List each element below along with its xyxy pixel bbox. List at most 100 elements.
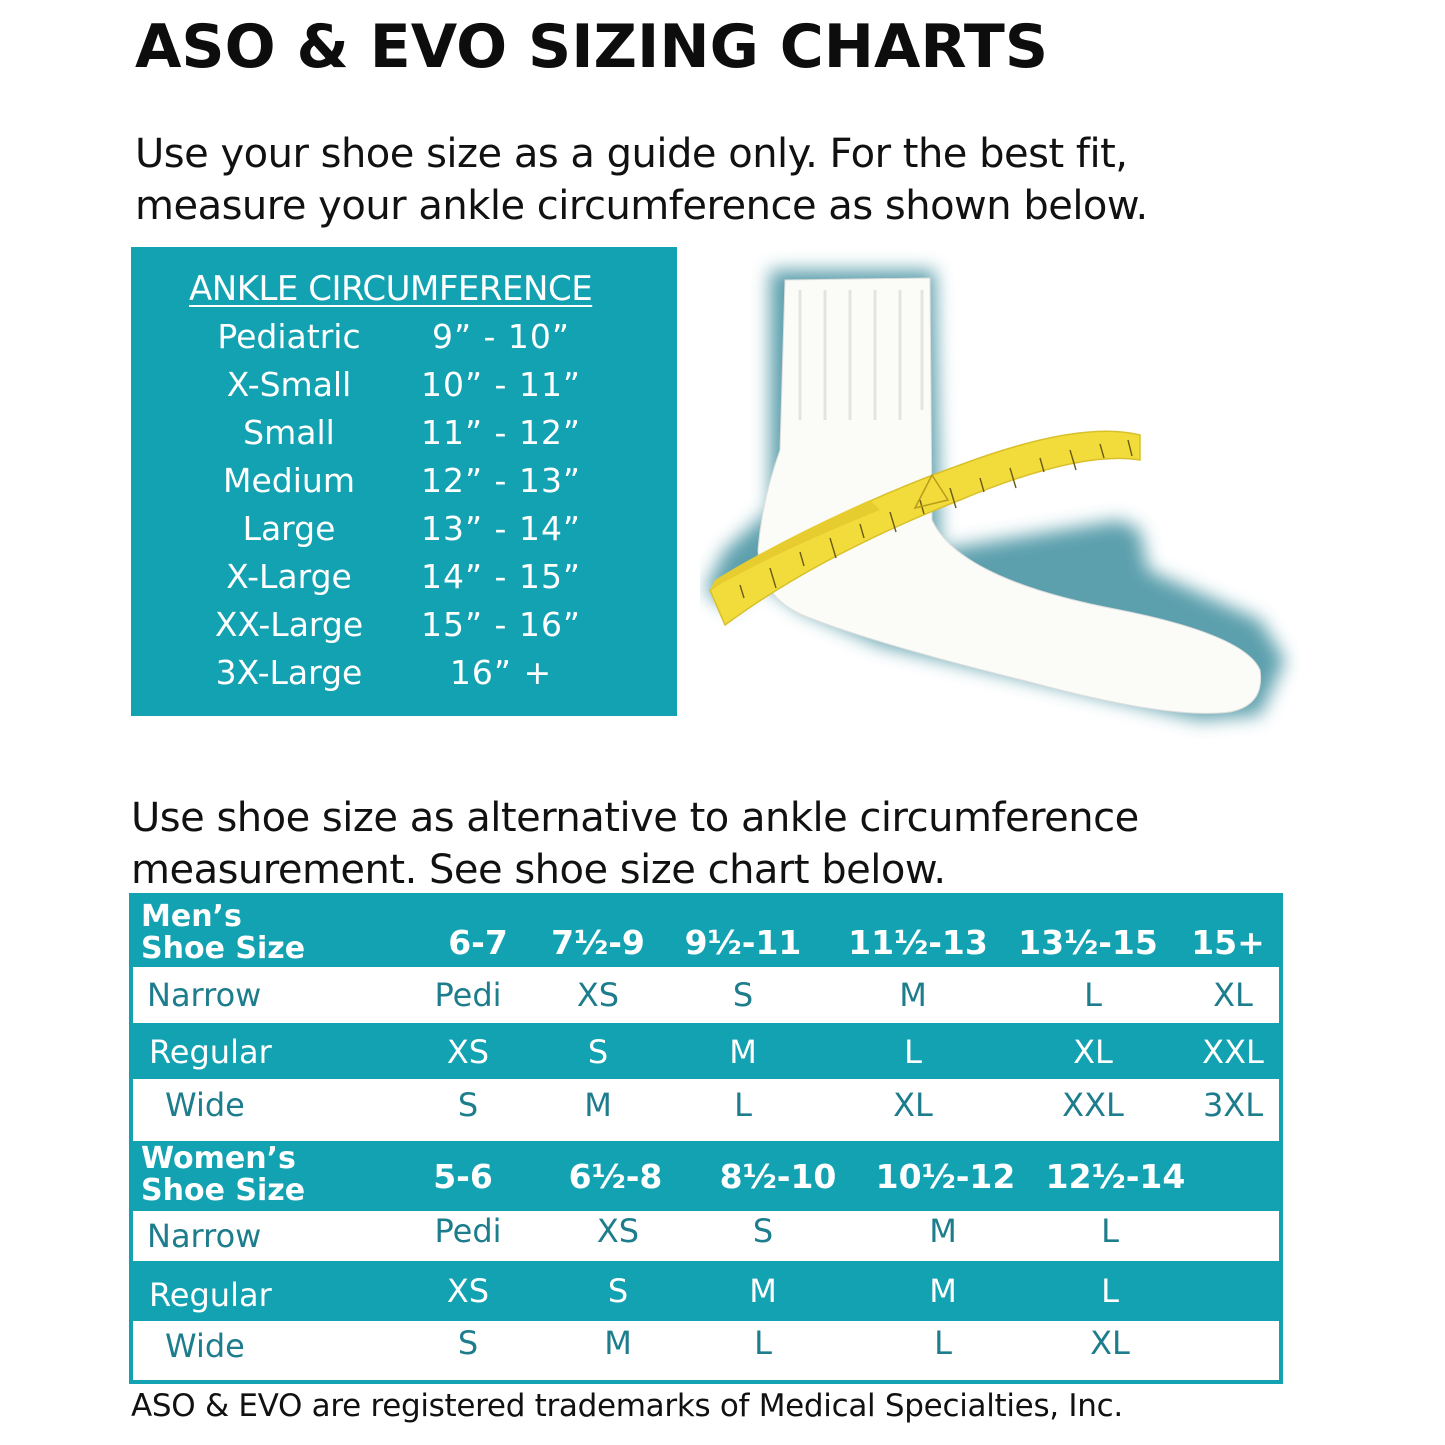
ankle-row: 3X-Large 16” + xyxy=(131,653,677,701)
womens-column-header: 8½-10 xyxy=(719,1156,837,1196)
size-cell: M xyxy=(749,1272,777,1310)
trademark-footer: ASO & EVO are registered trademarks of M… xyxy=(131,1388,1123,1424)
womens-column-header: 5-6 xyxy=(433,1156,493,1196)
ankle-range: 11” - 12” xyxy=(420,413,582,452)
size-cell: XS xyxy=(446,1272,490,1310)
ankle-row: X-Large 14” - 15” xyxy=(131,557,677,605)
ankle-range: 9” - 10” xyxy=(431,317,571,356)
size-cell: L xyxy=(934,1324,952,1362)
shoe-size-chart: Men’s Shoe Size 6-7 7½-9 9½-11 11½-13 13… xyxy=(129,893,1283,1384)
row-label: Narrow xyxy=(147,1217,262,1255)
mens-column-header: 11½-13 xyxy=(848,922,988,962)
size-cell: S xyxy=(587,1033,609,1071)
ankle-circumference-chart: ANKLE CIRCUMFERENCE Pediatric 9” - 10” X-… xyxy=(131,247,677,716)
row-label: Wide xyxy=(165,1327,245,1365)
size-cell: XXL xyxy=(1202,1033,1264,1071)
size-cell: XL xyxy=(1090,1324,1130,1362)
size-cell: L xyxy=(734,1086,752,1124)
mens-label-line-1: Men’s xyxy=(141,899,242,934)
shoe-intro-line-2: measurement. See shoe size chart below. xyxy=(131,847,946,893)
size-cell: S xyxy=(607,1272,629,1310)
row-label: Regular xyxy=(149,1276,272,1314)
size-cell: XXL xyxy=(1062,1086,1124,1124)
size-cell: L xyxy=(1101,1272,1119,1310)
mens-column-header: 13½-15 xyxy=(1018,922,1158,962)
ankle-range: 14” - 15” xyxy=(420,557,582,596)
ankle-range: 10” - 11” xyxy=(420,365,582,404)
ankle-size: XX-Large xyxy=(214,605,364,644)
ankle-range: 12” - 13” xyxy=(420,461,582,500)
intro-text: Use your shoe size as a guide only. For … xyxy=(135,128,1148,232)
ankle-size: Small xyxy=(243,413,335,452)
womens-header-row: Women’s Shoe Size 5-6 6½-8 8½-10 10½-12 … xyxy=(133,1141,1279,1211)
ankle-size: 3X-Large xyxy=(215,653,363,692)
shoe-intro-line-1: Use shoe size as alternative to ankle ci… xyxy=(131,795,1139,841)
womens-label-line-1: Women’s xyxy=(141,1141,296,1176)
row-label: Narrow xyxy=(147,976,262,1014)
ankle-row: Small 11” - 12” xyxy=(131,413,677,461)
womens-column-header: 6½-8 xyxy=(568,1156,663,1196)
page-title: ASO & EVO SIZING CHARTS xyxy=(135,12,1049,82)
intro-line-2: measure your ankle circumference as show… xyxy=(135,183,1148,229)
size-cell: Pedi xyxy=(434,976,502,1014)
ankle-range: 13” - 14” xyxy=(420,509,582,548)
womens-row-wide: Wide S M L L XL xyxy=(133,1321,1279,1380)
size-cell: M xyxy=(929,1212,957,1250)
size-cell: M xyxy=(899,976,927,1014)
ankle-row: Large 13” - 14” xyxy=(131,509,677,557)
size-cell: M xyxy=(604,1324,632,1362)
mens-column-header: 7½-9 xyxy=(551,922,645,962)
row-label: Regular xyxy=(149,1033,272,1071)
mens-header-row: Men’s Shoe Size 6-7 7½-9 9½-11 11½-13 13… xyxy=(133,897,1279,967)
size-cell: M xyxy=(584,1086,612,1124)
ankle-size: X-Small xyxy=(226,365,352,404)
shoe-size-intro: Use shoe size as alternative to ankle ci… xyxy=(131,792,1139,896)
size-cell: S xyxy=(457,1324,479,1362)
ankle-size: X-Large xyxy=(226,557,352,596)
mens-label-line-2: Shoe Size xyxy=(141,931,306,966)
womens-row-narrow: Narrow Pedi XS S M L xyxy=(133,1211,1279,1261)
size-cell: 3XL xyxy=(1202,1086,1264,1124)
size-cell: XL xyxy=(1213,976,1253,1014)
size-cell: L xyxy=(754,1324,772,1362)
ankle-row: X-Small 10” - 11” xyxy=(131,365,677,413)
size-cell: S xyxy=(752,1212,774,1250)
ankle-range: 16” + xyxy=(449,653,553,692)
mens-column-header: 6-7 xyxy=(448,922,508,962)
mens-header-label: Men’s Shoe Size xyxy=(141,901,305,965)
womens-header-label: Women’s Shoe Size xyxy=(141,1143,305,1207)
womens-column-header: 10½-12 xyxy=(875,1156,1016,1196)
womens-row-regular: Regular XS S M M L xyxy=(133,1261,1279,1321)
womens-column-header: 12½-14 xyxy=(1045,1156,1186,1196)
size-cell: XL xyxy=(893,1086,933,1124)
mens-row-regular: Regular XS S M L XL XXL xyxy=(133,1025,1279,1079)
row-label: Wide xyxy=(165,1086,245,1124)
size-cell: XL xyxy=(1073,1033,1113,1071)
ankle-row: Medium 12” - 13” xyxy=(131,461,677,509)
ankle-size: Pediatric xyxy=(217,317,361,356)
ankle-size: Medium xyxy=(223,461,355,500)
intro-line-1: Use your shoe size as a guide only. For … xyxy=(135,131,1128,177)
ankle-size: Large xyxy=(242,509,336,548)
mens-column-header: 9½-11 xyxy=(684,922,802,962)
size-cell: L xyxy=(1084,976,1102,1014)
size-cell: M xyxy=(729,1033,757,1071)
ankle-row: Pediatric 9” - 10” xyxy=(131,317,677,365)
size-cell: XS xyxy=(446,1033,490,1071)
womens-label-line-2: Shoe Size xyxy=(141,1173,306,1208)
ankle-range: 15” - 16” xyxy=(420,605,582,644)
mens-row-narrow: Narrow Pedi XS S M L XL xyxy=(133,967,1279,1023)
size-cell: S xyxy=(732,976,754,1014)
size-cell: XS xyxy=(596,1212,640,1250)
mens-column-header: 15+ xyxy=(1191,922,1265,962)
mens-row-wide: Wide S M L XL XXL 3XL xyxy=(133,1079,1279,1141)
size-cell: S xyxy=(457,1086,479,1124)
size-cell: Pedi xyxy=(434,1212,502,1250)
sock-foot-measuring-tape-icon xyxy=(700,250,1300,750)
size-cell: L xyxy=(1101,1212,1119,1250)
size-cell: XS xyxy=(576,976,620,1014)
size-cell: L xyxy=(904,1033,922,1071)
ankle-row: XX-Large 15” - 16” xyxy=(131,605,677,653)
ankle-chart-heading: ANKLE CIRCUMFERENCE xyxy=(189,269,593,309)
size-cell: M xyxy=(929,1272,957,1310)
